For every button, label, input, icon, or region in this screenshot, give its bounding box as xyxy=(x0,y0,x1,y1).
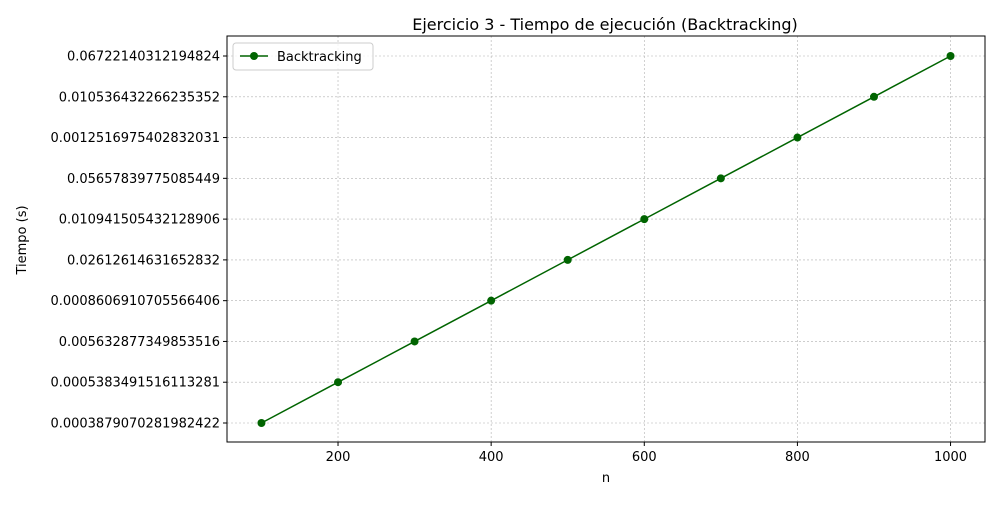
y-axis-label: Tiempo (s) xyxy=(15,205,30,275)
y-tick-label: 0.0005383491516113281 xyxy=(50,376,220,391)
data-point xyxy=(869,92,878,101)
y-tick-label: 0.02612614631652832 xyxy=(67,253,220,268)
y-tick-label: 0.0008606910705566406 xyxy=(50,294,220,309)
legend-label-backtracking: Backtracking xyxy=(277,50,362,65)
series-line-backtracking xyxy=(261,55,951,424)
y-axis: 0.0003879070281982422 0.00053834915161132… xyxy=(50,50,227,432)
data-point xyxy=(640,215,649,224)
y-tick-label: 0.06722140312194824 xyxy=(67,50,220,65)
data-point xyxy=(946,52,955,60)
legend: Backtracking xyxy=(232,42,374,71)
y-tick-label: 0.010941505432128906 xyxy=(59,213,220,228)
x-axis: 200 400 600 800 1000 xyxy=(326,442,967,465)
x-tick-label: 400 xyxy=(479,450,504,465)
data-point xyxy=(334,378,343,387)
y-tick-label: 0.05657839775085449 xyxy=(67,172,220,187)
y-tick-label: 0.0003879070281982422 xyxy=(50,417,220,432)
data-point xyxy=(487,296,496,305)
y-tick-label: 0.010536432266235352 xyxy=(59,90,220,105)
x-tick-label: 600 xyxy=(632,450,657,465)
y-tick-label: 0.005632877349853516 xyxy=(59,335,220,350)
x-axis-label: n xyxy=(602,471,610,486)
data-point xyxy=(563,255,572,264)
data-point xyxy=(410,337,419,346)
x-tick-label: 800 xyxy=(785,450,810,465)
legend-box xyxy=(232,42,374,71)
series-layer xyxy=(257,52,955,427)
chart-title: Ejercicio 3 - Tiempo de ejecución (Backt… xyxy=(412,15,798,34)
legend-marker xyxy=(250,52,258,60)
x-tick-label: 200 xyxy=(326,450,351,465)
data-point xyxy=(257,419,266,427)
y-tick-label: 0.0012516975402832031 xyxy=(50,131,220,146)
data-point xyxy=(716,174,725,183)
plot-frame xyxy=(226,35,986,443)
data-point xyxy=(793,133,802,142)
x-tick-label: 1000 xyxy=(934,450,967,465)
